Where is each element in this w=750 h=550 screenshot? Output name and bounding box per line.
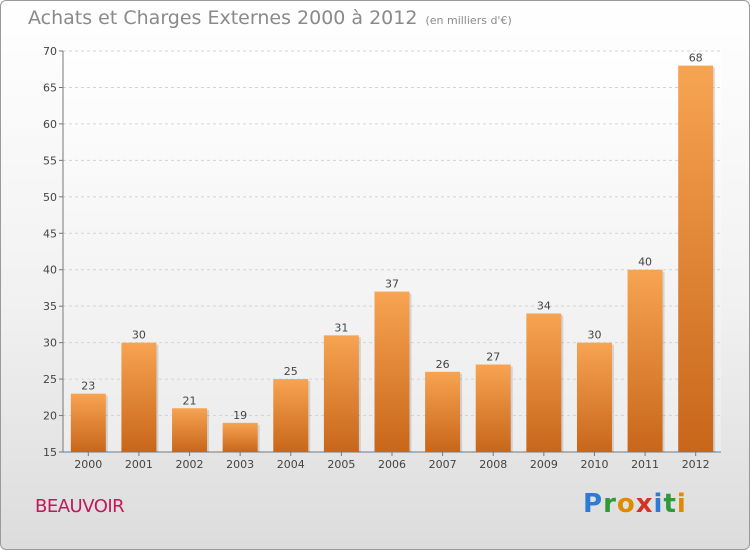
- logo-letter: i: [676, 489, 687, 519]
- bar: [425, 371, 461, 452]
- x-tick-label: 2003: [226, 458, 254, 471]
- y-tick-label: 35: [43, 300, 57, 313]
- x-tick-label: 2007: [429, 458, 457, 471]
- y-tick-label: 70: [43, 45, 57, 58]
- bar-value-label: 21: [183, 394, 197, 407]
- x-tick-label: 2005: [327, 458, 355, 471]
- bar-value-label: 30: [587, 329, 601, 342]
- bar: [678, 65, 714, 452]
- y-tick-label: 65: [43, 81, 57, 94]
- bar-value-label: 23: [81, 380, 95, 393]
- bar: [323, 335, 359, 452]
- bar: [526, 313, 562, 452]
- chart-title: Achats et Charges Externes 2000 à 2012 (e…: [28, 7, 512, 29]
- bar: [121, 342, 157, 452]
- y-tick-label: 30: [43, 337, 57, 350]
- x-tick-label: 2000: [74, 458, 102, 471]
- logo-letter: o: [616, 489, 636, 519]
- x-tick-label: 2006: [378, 458, 406, 471]
- bar: [576, 342, 612, 452]
- x-tick-label: 2010: [580, 458, 608, 471]
- x-tick-label: 2009: [530, 458, 558, 471]
- bar: [172, 408, 208, 452]
- bar: [70, 393, 106, 452]
- bar: [475, 364, 511, 452]
- bar: [374, 291, 410, 452]
- logo-letter: i: [653, 489, 664, 519]
- y-tick-label: 20: [43, 410, 57, 423]
- bar: [222, 422, 258, 452]
- y-tick-label: 40: [43, 264, 57, 277]
- bar-value-label: 26: [436, 358, 450, 371]
- bar-value-label: 40: [638, 256, 652, 269]
- logo-letter: t: [663, 489, 677, 519]
- x-tick-label: 2011: [631, 458, 659, 471]
- bar: [273, 379, 309, 452]
- y-tick-label: 25: [43, 373, 57, 386]
- logo-letter: P: [583, 489, 604, 519]
- bar-value-label: 27: [486, 351, 500, 364]
- logo-letter: r: [603, 489, 617, 519]
- bar-value-label: 25: [284, 365, 298, 378]
- x-tick-label: 2001: [125, 458, 153, 471]
- bar-value-label: 31: [334, 321, 348, 334]
- bar-value-label: 19: [233, 409, 247, 422]
- y-tick-label: 45: [43, 227, 57, 240]
- bar: [627, 269, 663, 452]
- logo-letter: x: [635, 489, 654, 519]
- bar-value-label: 37: [385, 278, 399, 291]
- commune-name: BEAUVOIR: [35, 496, 125, 517]
- chart-subtitle: (en milliers d'€): [425, 14, 512, 27]
- y-tick-label: 55: [43, 154, 57, 167]
- x-tick-label: 2004: [277, 458, 305, 471]
- bar-value-label: 34: [537, 299, 551, 312]
- x-tick-label: 2008: [479, 458, 507, 471]
- y-tick-label: 60: [43, 118, 57, 131]
- proxiti-logo: Proxiti: [583, 489, 687, 519]
- x-tick-label: 2012: [682, 458, 710, 471]
- x-tick-label: 2002: [176, 458, 204, 471]
- y-tick-label: 50: [43, 191, 57, 204]
- y-tick-label: 15: [43, 446, 57, 459]
- chart-title-text: Achats et Charges Externes 2000 à 2012: [28, 7, 418, 29]
- bar-value-label: 68: [689, 52, 703, 65]
- bar-value-label: 30: [132, 329, 146, 342]
